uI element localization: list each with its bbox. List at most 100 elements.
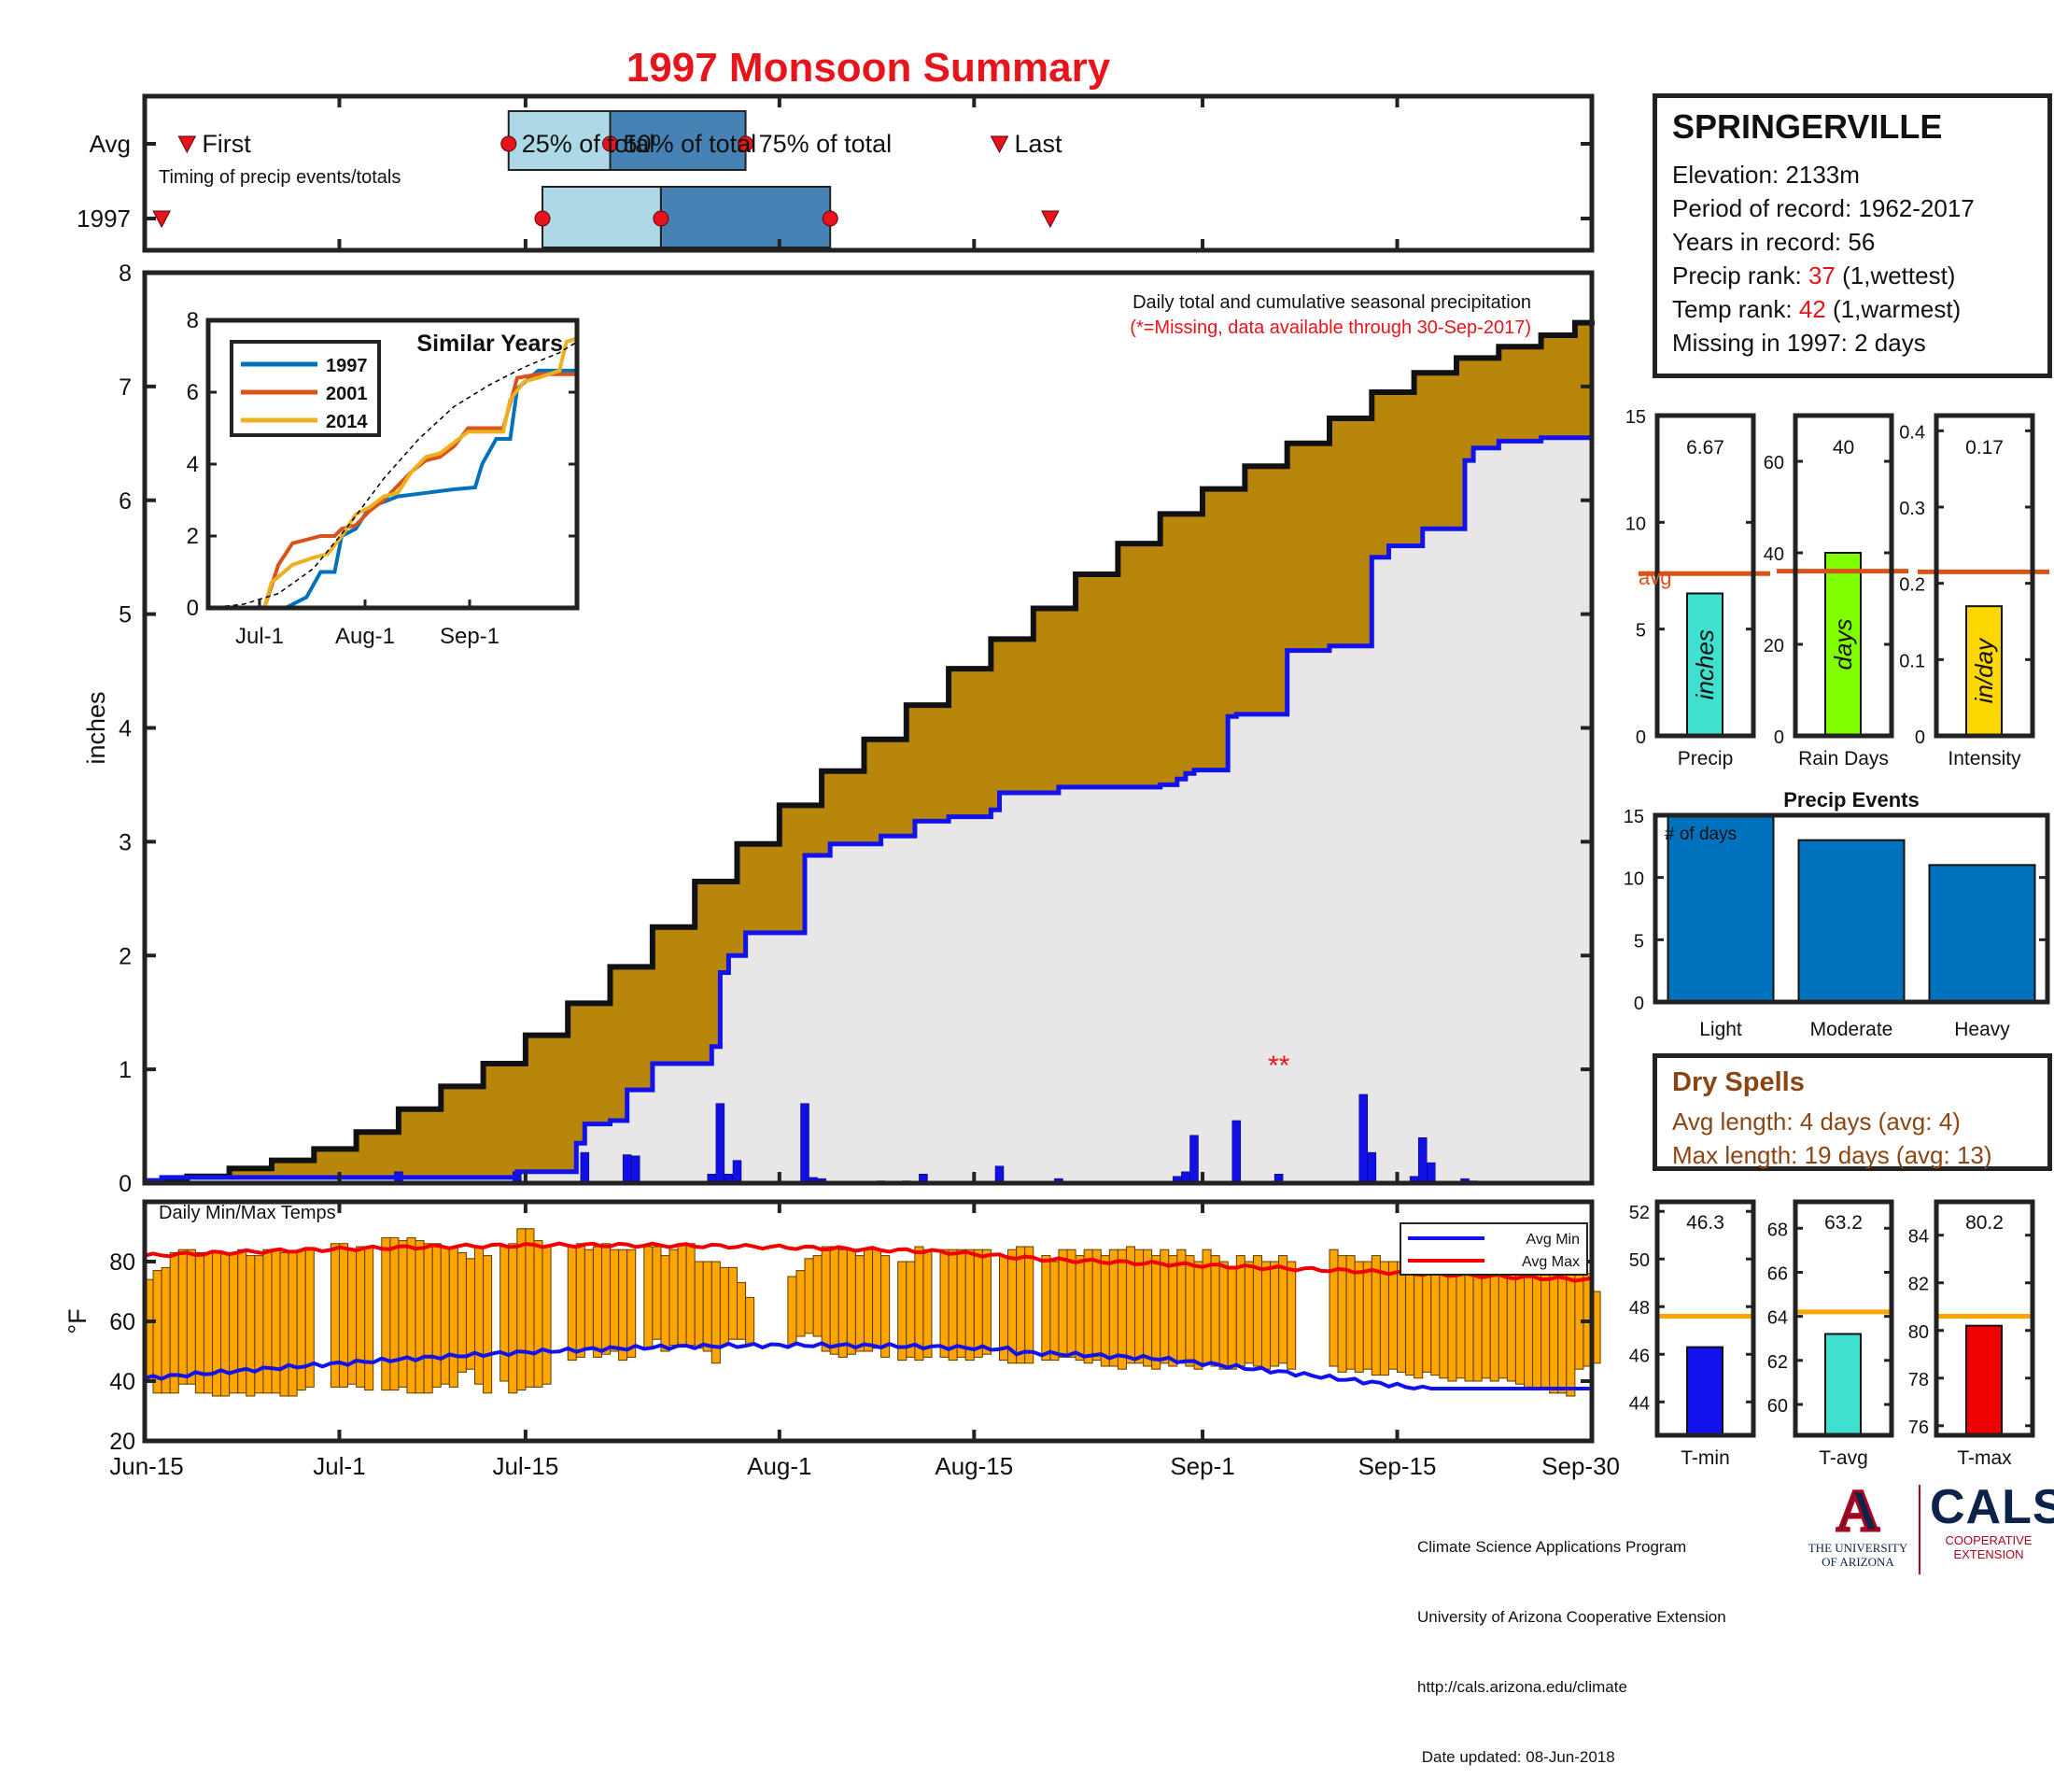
credits-line-3: http://cals.arizona.edu/climate [1417, 1678, 1627, 1696]
temp-range-bar [1337, 1255, 1347, 1373]
timing-p25-label: 25% of total [522, 130, 655, 158]
temp-range-bar [1058, 1249, 1068, 1358]
temp-range-bar [246, 1255, 256, 1397]
temp-range-bar [956, 1249, 966, 1358]
daily-precip-bar [1427, 1162, 1436, 1184]
temp-range-bar [1523, 1261, 1534, 1388]
temp-range-bar [812, 1255, 823, 1337]
temp-range-bar [415, 1240, 425, 1394]
temp-range-bar [981, 1249, 992, 1355]
temp-range-bar [1210, 1255, 1220, 1367]
total-value-label: 6.67 [1686, 437, 1724, 459]
similar-legend-label: 1997 [326, 356, 368, 376]
precip-rank-label: Precip rank: [1672, 261, 1808, 289]
temp-range-bar [1168, 1255, 1178, 1367]
temp-range-bar [702, 1261, 712, 1352]
total-avg-label: avg [1639, 566, 1671, 589]
precip-ylabel: inches [82, 691, 110, 764]
temp-range-bar [1464, 1261, 1474, 1382]
temp-range-bar [1329, 1249, 1339, 1367]
total-panel-frame [1793, 413, 1894, 739]
cals-sub-1: COOPERATIVE [1945, 1533, 2033, 1547]
temp-range-bar [1549, 1261, 1559, 1394]
daily-precip-bar [1367, 1151, 1377, 1184]
similar-year-line-1997 [208, 368, 577, 610]
temps-ylabel: °F [63, 1308, 91, 1333]
total-ytick-label: 0 [1636, 727, 1646, 748]
temp-range-bar [592, 1246, 602, 1358]
timing-row-label: 1997 [77, 205, 131, 233]
temp-ytick-label: 46 [1629, 1346, 1650, 1366]
temp-range-bar [1540, 1266, 1551, 1388]
timing-box-q2-1997 [659, 186, 832, 248]
temp-range-bar [906, 1261, 916, 1358]
total-ytick-label: 0.2 [1899, 575, 1925, 596]
event-category-label: Heavy [1954, 1019, 2010, 1040]
timing-marker-last [1041, 210, 1060, 229]
temp-range-bar [1397, 1261, 1407, 1373]
total-ytick-label: 15 [1625, 407, 1646, 428]
station-period: Period of record: 1962-2017 [1672, 194, 1975, 222]
daily-precip-bar [1231, 1120, 1242, 1184]
temp-range-bar [829, 1246, 839, 1355]
events-frame [1653, 812, 2050, 1005]
temp-category-label: T-max [1957, 1447, 2012, 1469]
temp-range-bar [516, 1228, 527, 1391]
temp-range-bar [737, 1281, 747, 1340]
timing-marker-p50 [602, 135, 619, 152]
similar-xtick-label: Jul-1 [235, 624, 284, 649]
temp-ytick-label: 76 [1908, 1418, 1929, 1438]
temp-range-bar [542, 1246, 552, 1385]
temp-range-bar [668, 1249, 679, 1347]
temp-range-bar [863, 1249, 874, 1352]
station-elevation: Elevation: 2133m [1672, 161, 1860, 189]
events-ytick-label: 10 [1624, 869, 1644, 890]
temp-range-bar [795, 1270, 806, 1337]
temp-range-bar [1472, 1266, 1483, 1382]
temp-category-label: T-avg [1819, 1447, 1868, 1469]
similar-ytick-label: 0 [187, 596, 199, 621]
cals-logo: CALS COOPERATIVE EXTENSION [1930, 1481, 2054, 1561]
temp-range-bar [1100, 1255, 1110, 1367]
temp-panel-frame [1934, 1199, 2035, 1438]
timing-box-q1-1997 [542, 186, 662, 248]
temps-xtick-label: Jul-1 [313, 1452, 365, 1480]
temp-range-bar [1091, 1249, 1102, 1362]
timing-p50-label: 50% of total [624, 130, 757, 158]
temps-ytick-label: 20 [109, 1429, 135, 1455]
dry-spells-heading: Dry Spells [1672, 1067, 1805, 1097]
precip-ytick-label: 4 [119, 716, 132, 742]
temp-bar-t-max [1965, 1324, 2003, 1437]
similar-legend-label: 2001 [326, 384, 368, 404]
temp-range-bar [169, 1251, 179, 1394]
temp-range-bar [1270, 1261, 1280, 1367]
temp-range-bar [508, 1243, 518, 1394]
total-value-label: 0.17 [1965, 437, 2004, 459]
temp-ytick-label: 82 [1908, 1275, 1929, 1295]
timing-first-label: First [202, 130, 251, 158]
timing-marker-p75 [738, 135, 754, 152]
timing-box-q1-Avg [507, 110, 612, 171]
timing-marker-last [990, 135, 1009, 154]
temp-range-bar [626, 1249, 637, 1358]
temp-range-bar [973, 1249, 983, 1358]
temp-range-bar [948, 1249, 958, 1362]
similar-ytick-label: 2 [187, 524, 199, 549]
temp-range-bar [1278, 1255, 1288, 1364]
timing-marker-p50 [653, 210, 669, 227]
temp-range-bar [922, 1249, 933, 1358]
temp-range-bar [1354, 1261, 1364, 1373]
temp-range-bar [719, 1266, 729, 1347]
timing-marker-first [152, 210, 171, 229]
temps-xtick-label: Sep-1 [1170, 1452, 1234, 1480]
precip-ytick-label: 2 [119, 943, 132, 969]
timing-marker-p75 [822, 210, 838, 227]
precip-rank-note: (1,wettest) [1835, 261, 1956, 289]
temp-range-bar [1075, 1255, 1085, 1362]
precip-ytick-label: 3 [119, 829, 132, 855]
avg-max-line [144, 1241, 1593, 1283]
temp-range-bar [1362, 1261, 1372, 1370]
similar-xtick-label: Sep-1 [440, 624, 499, 649]
temp-range-bar [440, 1246, 450, 1385]
temp-range-bar [499, 1246, 510, 1382]
